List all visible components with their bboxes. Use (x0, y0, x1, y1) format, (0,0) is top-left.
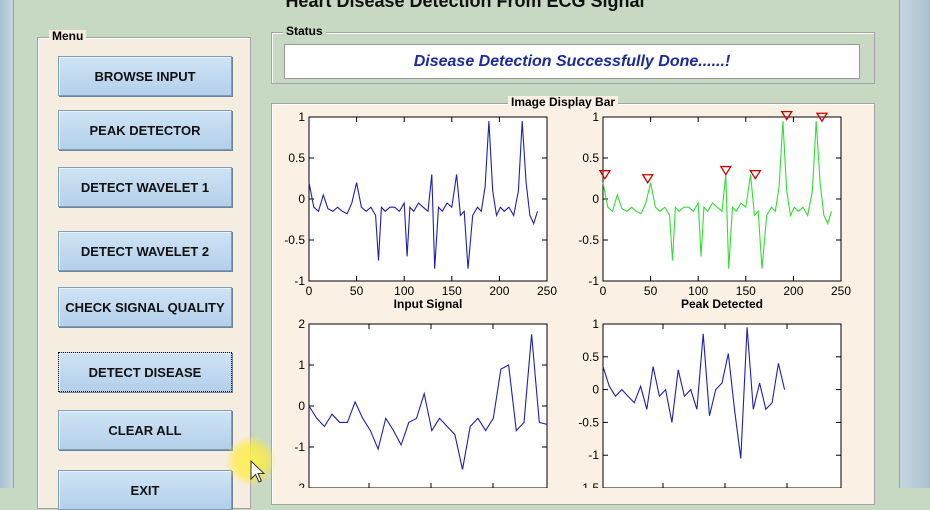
plot-4: 1 0.5 0 -0.5 -1 -1.5 (578, 317, 842, 488)
y-tick-label: 0 (298, 192, 305, 206)
x-tick-label: 200 (783, 284, 803, 298)
y-tick-label: 2 (298, 317, 305, 331)
y-tick-label: -0.5 (578, 415, 599, 429)
y-tick-label: 0 (592, 383, 599, 397)
y-tick-label: 1 (298, 110, 305, 124)
x-tick-label: 0 (306, 284, 313, 298)
series-line (602, 121, 833, 269)
y-tick-label: -1.5 (578, 481, 599, 488)
plot-3: 2 1 0 -1 -2 (294, 317, 548, 488)
browse-input-button[interactable]: BROWSE INPUT (58, 56, 232, 96)
status-message: Disease Detection Successfully Done.....… (284, 44, 860, 79)
peak-marker (815, 112, 829, 123)
menu-legend: Menu (49, 30, 87, 43)
y-tick-label: 0 (298, 399, 305, 413)
x-tick-label: 250 (537, 284, 557, 298)
y-tick-label: 1 (298, 358, 305, 372)
x-tick-label: 200 (489, 284, 509, 298)
y-tick-label: -1 (294, 440, 305, 454)
y-tick-label: -1 (588, 274, 599, 288)
y-tick-label: 1 (592, 110, 599, 124)
y-tick-label: -0.5 (578, 233, 599, 247)
series-line (308, 334, 548, 470)
x-tick-label: 50 (350, 284, 364, 298)
status-legend: Status (283, 25, 326, 38)
plot-title: Peak Detected (681, 297, 763, 311)
plot-axes-box (308, 116, 548, 282)
detect-wavelet-2-button[interactable]: DETECT WAVELET 2 (58, 231, 232, 271)
peak-marker (598, 170, 612, 180)
y-tick-label: -1 (294, 274, 305, 288)
x-tick-label: 0 (600, 284, 607, 298)
plot-axes-box (308, 323, 548, 488)
series-line (602, 327, 786, 459)
x-tick-label: 100 (688, 284, 708, 298)
y-tick-label: 0.5 (582, 350, 599, 364)
series-line (308, 121, 539, 269)
window-left-border (0, 0, 14, 488)
check-signal-quality-button[interactable]: CHECK SIGNAL QUALITY (58, 287, 232, 327)
plot-title: Input Signal (394, 297, 463, 311)
y-tick-label: 0 (592, 192, 599, 206)
y-tick-label: 0.5 (582, 151, 599, 165)
x-tick-label: 150 (736, 284, 756, 298)
y-tick-label: 0.5 (288, 151, 305, 165)
peak-marker (780, 110, 793, 121)
y-tick-label: -2 (294, 481, 305, 488)
window-right-border (899, 0, 930, 488)
peak-marker (641, 174, 654, 185)
plot-axes-box (602, 323, 842, 488)
peak-detector-button[interactable]: PEAK DETECTOR (58, 110, 232, 150)
x-tick-label: 50 (644, 284, 658, 298)
x-tick-label: 250 (831, 284, 851, 298)
peak-marker (719, 165, 732, 176)
y-tick-label: 1 (592, 317, 599, 331)
plot-axes-box (602, 116, 842, 282)
image-display-legend: Image Display Bar (508, 96, 619, 109)
detect-wavelet-1-button[interactable]: DETECT WAVELET 1 (58, 167, 232, 207)
x-tick-label: 100 (394, 284, 414, 298)
detect-disease-button[interactable]: DETECT DISEASE (58, 352, 232, 392)
peak-marker (749, 170, 762, 180)
y-tick-label: -0.5 (284, 233, 305, 247)
clear-all-button[interactable]: CLEAR ALL (58, 410, 232, 450)
mouse-cursor-icon (250, 460, 266, 483)
y-tick-label: -1 (588, 448, 599, 462)
window-title: Heart Disease Detection From ECG Signal (285, 0, 645, 11)
x-tick-label: 150 (442, 284, 462, 298)
